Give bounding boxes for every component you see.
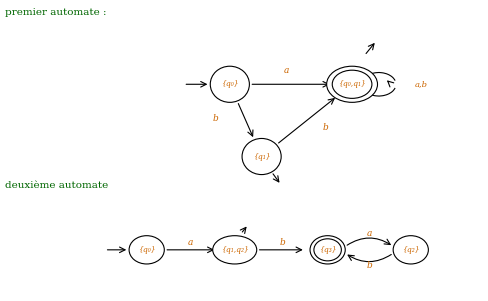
Text: a: a bbox=[283, 66, 288, 75]
Ellipse shape bbox=[326, 66, 377, 102]
Text: b: b bbox=[366, 261, 371, 270]
Ellipse shape bbox=[212, 236, 256, 264]
Text: b: b bbox=[322, 123, 327, 132]
Text: b: b bbox=[279, 238, 285, 247]
Text: a: a bbox=[366, 229, 371, 238]
Text: {q₂}: {q₂} bbox=[401, 246, 419, 254]
Text: {q₁}: {q₁} bbox=[252, 153, 270, 160]
Text: a,b: a,b bbox=[413, 80, 427, 88]
Text: premier automate :: premier automate : bbox=[5, 8, 106, 17]
Text: {q₀}: {q₀} bbox=[221, 80, 238, 88]
Text: {q₀}: {q₀} bbox=[138, 246, 155, 254]
Ellipse shape bbox=[392, 236, 427, 264]
Ellipse shape bbox=[309, 236, 345, 264]
Ellipse shape bbox=[129, 236, 164, 264]
Ellipse shape bbox=[210, 66, 249, 102]
Text: deuxième automate: deuxième automate bbox=[5, 181, 108, 190]
Text: a: a bbox=[188, 238, 193, 247]
Ellipse shape bbox=[242, 138, 281, 175]
Text: {q₁,q₂}: {q₁,q₂} bbox=[220, 246, 248, 254]
Text: b: b bbox=[212, 114, 218, 123]
Text: {q₃}: {q₃} bbox=[318, 246, 336, 254]
Text: {q₀,q₁}: {q₀,q₁} bbox=[337, 80, 366, 88]
